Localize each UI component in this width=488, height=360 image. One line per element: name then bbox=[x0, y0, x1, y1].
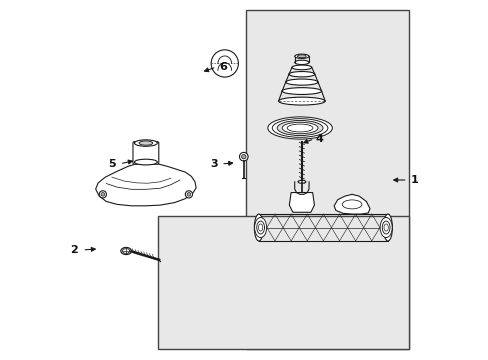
Ellipse shape bbox=[379, 217, 391, 238]
Ellipse shape bbox=[282, 122, 317, 134]
Ellipse shape bbox=[267, 117, 332, 139]
Text: 4: 4 bbox=[315, 134, 323, 144]
Ellipse shape bbox=[134, 140, 157, 146]
Circle shape bbox=[185, 191, 192, 198]
Bar bbox=[246, 10, 408, 348]
Ellipse shape bbox=[383, 214, 392, 241]
Text: 3: 3 bbox=[210, 159, 217, 169]
Ellipse shape bbox=[254, 214, 263, 241]
Ellipse shape bbox=[294, 60, 308, 64]
Circle shape bbox=[241, 154, 245, 159]
Ellipse shape bbox=[294, 54, 308, 58]
Bar bbox=[158, 216, 408, 348]
Polygon shape bbox=[289, 193, 314, 212]
Ellipse shape bbox=[272, 119, 327, 137]
Circle shape bbox=[99, 191, 106, 198]
Ellipse shape bbox=[297, 180, 305, 183]
Ellipse shape bbox=[134, 159, 157, 165]
Ellipse shape bbox=[383, 224, 387, 231]
Circle shape bbox=[101, 193, 104, 196]
Ellipse shape bbox=[291, 65, 311, 70]
Ellipse shape bbox=[277, 121, 323, 135]
Ellipse shape bbox=[121, 247, 131, 255]
Ellipse shape bbox=[139, 141, 152, 145]
Text: 1: 1 bbox=[410, 175, 418, 185]
Ellipse shape bbox=[288, 72, 314, 77]
Ellipse shape bbox=[382, 221, 389, 234]
Text: 6: 6 bbox=[219, 62, 226, 72]
Circle shape bbox=[239, 152, 247, 161]
Ellipse shape bbox=[254, 217, 266, 238]
Polygon shape bbox=[333, 194, 369, 214]
Ellipse shape bbox=[282, 87, 321, 94]
Ellipse shape bbox=[122, 249, 129, 253]
FancyBboxPatch shape bbox=[133, 141, 159, 164]
Text: 5: 5 bbox=[108, 159, 115, 169]
Circle shape bbox=[187, 193, 190, 196]
Ellipse shape bbox=[286, 124, 312, 132]
Ellipse shape bbox=[285, 79, 317, 85]
Ellipse shape bbox=[297, 55, 305, 58]
Ellipse shape bbox=[256, 221, 264, 234]
Polygon shape bbox=[96, 163, 196, 206]
Ellipse shape bbox=[278, 97, 325, 105]
Ellipse shape bbox=[258, 224, 262, 231]
Circle shape bbox=[211, 50, 238, 77]
Text: 2: 2 bbox=[70, 245, 78, 255]
